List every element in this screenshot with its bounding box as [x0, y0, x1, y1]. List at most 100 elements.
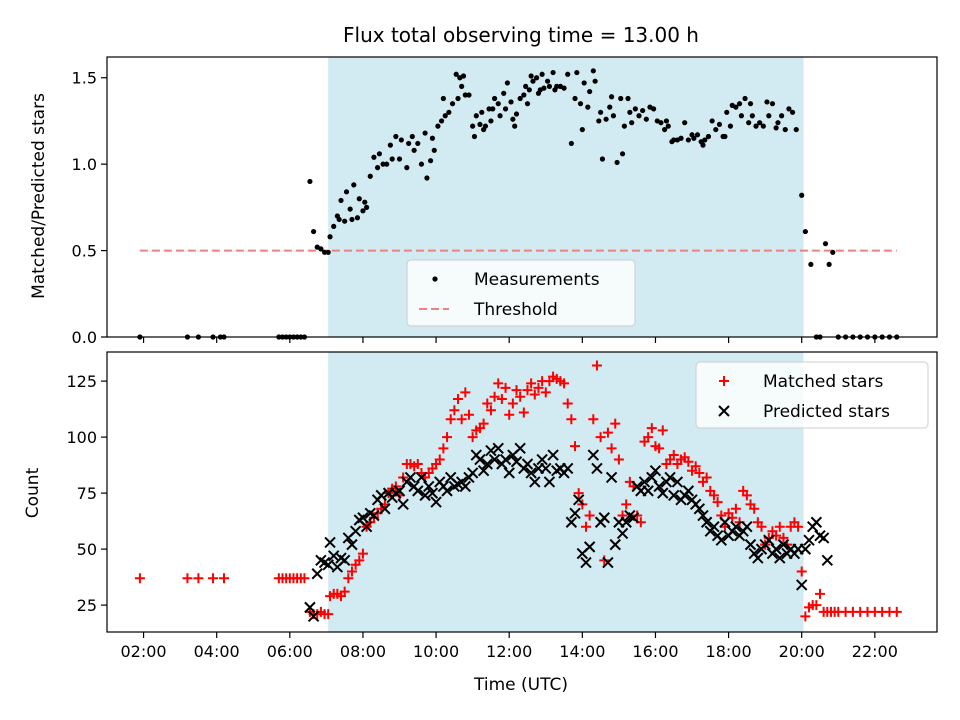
data-point [490, 106, 496, 112]
data-point [380, 161, 386, 167]
data-point [763, 534, 775, 546]
data-point [742, 95, 748, 102]
data-point [419, 489, 431, 502]
data-point [473, 113, 479, 119]
data-point [590, 68, 596, 74]
data-point [668, 489, 680, 502]
data-point [493, 378, 504, 389]
data-point [591, 360, 602, 371]
data-point [349, 525, 362, 537]
data-point [415, 471, 428, 484]
data-point [528, 73, 534, 79]
data-point [747, 101, 754, 107]
data-point [722, 133, 728, 140]
data-point [434, 454, 445, 465]
data-point [799, 192, 805, 198]
data-point [712, 497, 723, 508]
data-point [360, 521, 373, 533]
data-point [774, 521, 785, 532]
data-point [610, 113, 617, 119]
data-point [727, 123, 734, 129]
data-point [566, 414, 577, 425]
data-point [640, 107, 646, 114]
chart-title: Flux total observing time = 13.00 h [343, 23, 699, 47]
data-point [442, 113, 448, 119]
data-point [614, 159, 620, 166]
legend-marker [718, 405, 730, 417]
data-point [661, 126, 668, 133]
data-point [694, 132, 701, 138]
x-axis-label: Time (UTC) [473, 675, 568, 695]
data-point [453, 394, 464, 405]
data-point [462, 92, 468, 98]
data-point [619, 151, 626, 157]
data-point [412, 485, 424, 497]
data-point [449, 405, 460, 416]
data-point [657, 425, 668, 436]
data-point [724, 109, 730, 115]
data-point [455, 95, 461, 102]
data-point [613, 454, 624, 465]
data-point [488, 453, 501, 466]
series-predicted-stars [304, 442, 834, 623]
data-point [511, 385, 522, 396]
data-point [719, 516, 731, 528]
data-point [426, 487, 439, 499]
data-point [596, 118, 602, 124]
data-point [826, 261, 832, 268]
x-tick-label: 02:00 [121, 642, 167, 661]
data-point [466, 92, 472, 98]
data-point [524, 101, 531, 107]
data-point [581, 80, 587, 86]
data-point [891, 606, 902, 617]
data-point [485, 405, 496, 416]
data-point [521, 458, 534, 470]
y-tick-label: 0.5 [72, 242, 97, 261]
data-point [671, 476, 684, 488]
data-point [599, 555, 610, 566]
data-point [463, 409, 474, 420]
data-point [219, 573, 230, 584]
data-point [346, 566, 357, 577]
data-point [713, 126, 719, 133]
legend-label: Measurements [474, 270, 600, 290]
data-point [608, 94, 615, 100]
data-point [533, 382, 544, 393]
data-point [580, 521, 591, 532]
data-point [627, 109, 633, 115]
data-point [799, 543, 812, 555]
data-point [793, 521, 804, 532]
data-point [541, 85, 547, 91]
data-point [543, 476, 556, 488]
data-point [616, 527, 629, 540]
y-tick-label: 125 [66, 372, 97, 391]
data-point [489, 391, 500, 402]
data-point [430, 496, 442, 508]
data-point [607, 104, 613, 110]
data-point [477, 121, 483, 128]
data-point [322, 559, 334, 571]
data-point [753, 123, 759, 129]
axes-frame [106, 56, 938, 338]
data-point [397, 498, 409, 511]
data-point [782, 126, 788, 133]
data-point [501, 90, 507, 96]
x-tick-label: 12:00 [486, 642, 532, 661]
data-point [411, 147, 417, 153]
data-point [504, 80, 510, 86]
data-point [387, 142, 393, 148]
data-point [367, 173, 373, 179]
x-tick-label: 10:00 [413, 642, 459, 661]
data-point [811, 600, 822, 611]
data-point [526, 378, 537, 389]
data-point [398, 137, 404, 143]
data-point [518, 407, 529, 418]
data-point [701, 472, 712, 483]
data-point [491, 95, 498, 102]
data-point [460, 387, 471, 398]
data-point [342, 218, 348, 224]
data-point [643, 432, 654, 443]
data-point [627, 512, 640, 524]
data-point [429, 135, 436, 141]
data-point [404, 165, 410, 171]
